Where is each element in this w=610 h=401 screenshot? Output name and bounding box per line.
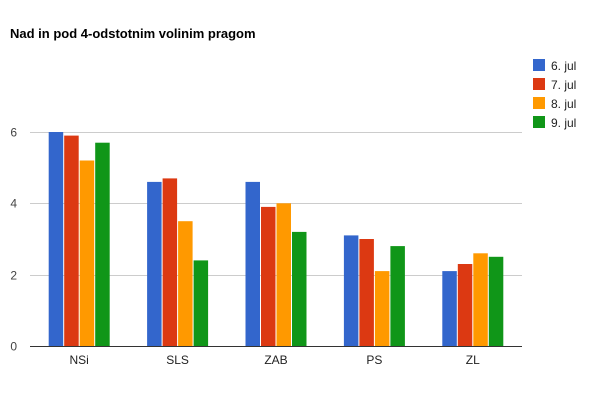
bar [457,264,473,346]
legend-swatch [533,116,545,128]
x-tick-label: ZAB [264,353,287,367]
x-tick-label: NSi [70,353,89,367]
bar [162,178,178,346]
legend-label: 8. jul [551,97,576,111]
bar [442,271,457,346]
bar [261,206,276,346]
bar [95,142,110,346]
legend-label: 6. jul [551,59,576,73]
legend-label: 9. jul [551,116,576,130]
x-tick-label: SLS [166,353,189,367]
y-tick-label: 0 [10,340,17,354]
bar [48,132,64,346]
legend-swatch [533,59,545,71]
y-axis-ticks: 0 2 4 6 [10,126,17,354]
bar [193,260,209,346]
legend-label: 7. jul [551,78,576,92]
category-labels: NSi SLS ZAB PS ZL [70,353,481,367]
bar [374,271,390,346]
x-tick-label: ZL [466,353,480,367]
x-tick-label: PS [366,353,382,367]
bar [79,160,95,346]
y-tick-label: 2 [10,269,17,283]
bar [390,246,405,346]
gridlines [30,132,522,276]
y-tick-label: 6 [10,126,17,140]
bar [245,181,260,346]
y-tick-label: 4 [10,197,17,211]
legend-swatch [533,78,545,90]
bar [147,181,162,346]
bar [488,256,504,346]
bar [276,203,291,346]
bar [64,135,79,346]
bar [292,231,307,346]
legend: 6. jul 7. jul 8. jul 9. jul [533,59,576,130]
legend-swatch [533,97,545,109]
bar [343,235,359,346]
bar [473,253,488,346]
chart-title: Nad in pod 4-odstotnim volinim pragom [10,26,256,41]
bars [48,132,504,346]
bar [178,221,193,346]
bar [359,239,374,346]
